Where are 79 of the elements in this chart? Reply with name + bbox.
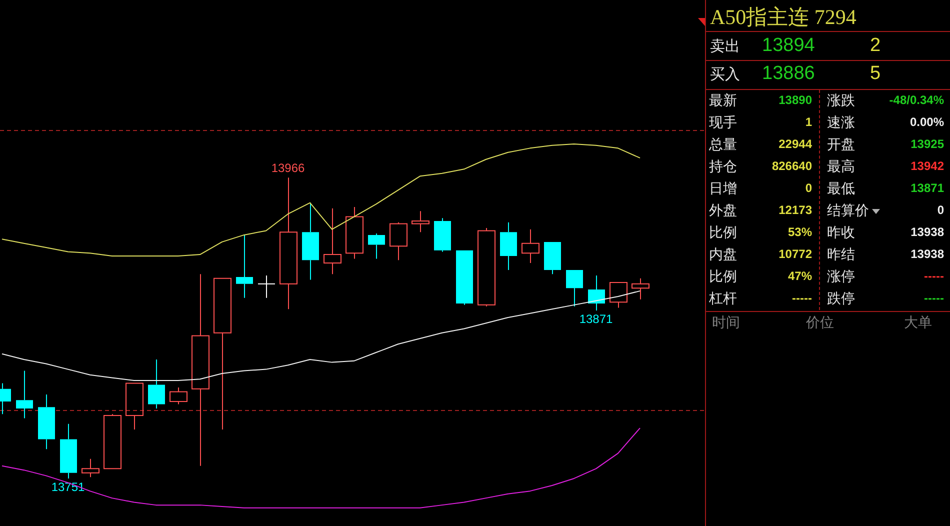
- candlestick: [324, 208, 342, 275]
- text: -48/0.34%: [889, 93, 944, 107]
- text: 13938: [910, 247, 944, 261]
- text: 5: [870, 63, 881, 85]
- text: 卖出: [710, 37, 740, 56]
- candlestick: [280, 177, 298, 310]
- text: 13925: [910, 137, 944, 151]
- text: 13871: [910, 181, 944, 195]
- text: 22944: [778, 137, 812, 151]
- text: 13942: [910, 159, 944, 173]
- text: A50指主连 7294: [710, 4, 856, 31]
- text: 826640: [772, 159, 812, 173]
- text: 比例: [709, 224, 737, 242]
- text: 0.00%: [910, 115, 944, 129]
- text: 跌停: [827, 290, 855, 308]
- text: 13938: [910, 225, 944, 239]
- text: 速涨: [827, 114, 855, 132]
- text: 最新: [709, 92, 737, 110]
- candlestick: [412, 210, 430, 233]
- text: 比例: [709, 268, 737, 286]
- candlestick: [258, 275, 276, 298]
- text: 47%: [788, 269, 812, 283]
- candlestick: [434, 218, 451, 252]
- text: 13890: [778, 93, 812, 107]
- text: 日增: [709, 180, 737, 198]
- candlestick: [60, 423, 77, 479]
- text: 时间: [712, 314, 740, 332]
- annotation: 13751: [51, 480, 86, 494]
- candlestick: [368, 233, 385, 260]
- text: 现手: [709, 114, 737, 132]
- text: 1: [805, 115, 812, 129]
- candlestick: [522, 228, 540, 264]
- text: 2: [870, 35, 881, 57]
- candlestick: [544, 242, 561, 275]
- text: 12173: [778, 203, 812, 217]
- text: -----: [792, 291, 812, 305]
- candlestick: [632, 278, 650, 300]
- candlestick: [566, 270, 583, 307]
- candlestick: [390, 222, 408, 261]
- text: 开盘: [827, 136, 855, 154]
- text: 总量: [709, 136, 737, 154]
- text: 涨停: [827, 268, 855, 286]
- candlestick: [456, 250, 473, 306]
- candlestick: [16, 370, 33, 419]
- text: 13886: [762, 63, 815, 85]
- text: 杠杆: [709, 290, 737, 308]
- annotation: 13966: [271, 160, 306, 175]
- text: -----: [924, 269, 944, 283]
- candlestick: [214, 278, 232, 430]
- text: 53%: [788, 225, 812, 239]
- text: 最低: [827, 180, 855, 198]
- text: 大单: [904, 314, 932, 332]
- candlestick: [82, 458, 100, 478]
- candlestick: [346, 206, 364, 260]
- candlestick: [610, 282, 628, 308]
- text: 13894: [762, 35, 815, 57]
- annotation: 13871: [579, 312, 614, 326]
- text: 昨收: [827, 224, 855, 242]
- text: 最高: [827, 158, 855, 176]
- text: 0: [805, 181, 812, 195]
- text: 持仓: [709, 158, 737, 176]
- candlestick: [148, 359, 165, 409]
- candlestick: [236, 234, 253, 298]
- candlestick: [588, 275, 605, 312]
- candlestick: [192, 274, 210, 466]
- text: 涨跌: [827, 92, 855, 110]
- text: 结算价: [827, 202, 870, 220]
- text: 10772: [778, 247, 812, 261]
- text: 0: [937, 203, 944, 217]
- candlestick: [126, 382, 144, 430]
- candlestick: [500, 222, 517, 270]
- text: 外盘: [709, 202, 737, 220]
- text: 价位: [806, 314, 834, 332]
- text: 内盘: [709, 246, 737, 264]
- text: 昨结: [827, 246, 855, 264]
- candlestick: [38, 394, 55, 450]
- candlestick: [302, 202, 319, 280]
- text: 买入: [710, 65, 740, 84]
- text: -----: [924, 291, 944, 305]
